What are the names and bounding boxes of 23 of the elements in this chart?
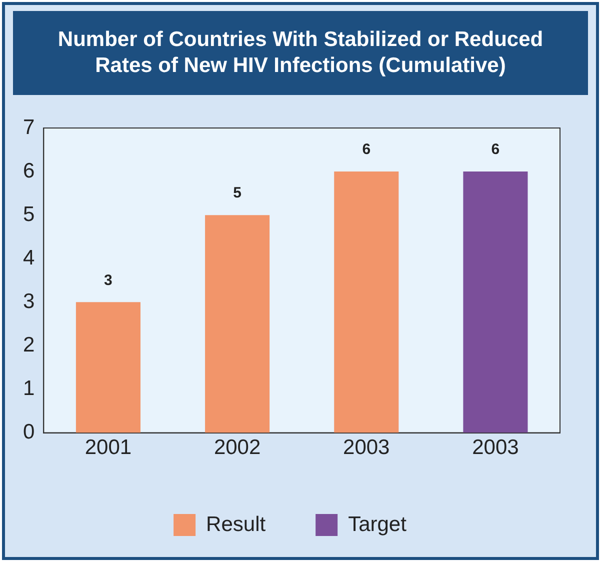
y-tick-label: 0 — [22, 420, 35, 444]
x-tick-label: 2003 — [472, 436, 519, 460]
legend-label: Result — [206, 512, 266, 536]
legend-label: Target — [348, 512, 407, 536]
x-tick-label: 2001 — [84, 436, 132, 460]
chart-title: Number of Countries With Stabilized or Reduced Rates of New HIV Infections (Cumulative) — [13, 11, 588, 95]
bar — [463, 172, 528, 433]
y-tick-label: 7 — [22, 116, 35, 139]
y-tick-label: 3 — [22, 290, 35, 313]
y-tick-label: 6 — [22, 159, 35, 182]
bar — [334, 172, 399, 433]
data-label: 3 — [104, 272, 112, 289]
y-tick-label: 2 — [22, 334, 35, 357]
y-tick-label: 4 — [22, 246, 35, 270]
data-label: 5 — [233, 184, 242, 202]
x-tick-label: 2002 — [214, 436, 261, 460]
y-tick-label: 5 — [22, 202, 35, 226]
data-label: 6 — [362, 141, 371, 158]
y-tick-label: 1 — [22, 377, 35, 400]
data-label: 6 — [491, 141, 500, 158]
bar — [205, 215, 270, 433]
bar — [76, 302, 140, 433]
x-tick-label: 2003 — [343, 436, 390, 460]
